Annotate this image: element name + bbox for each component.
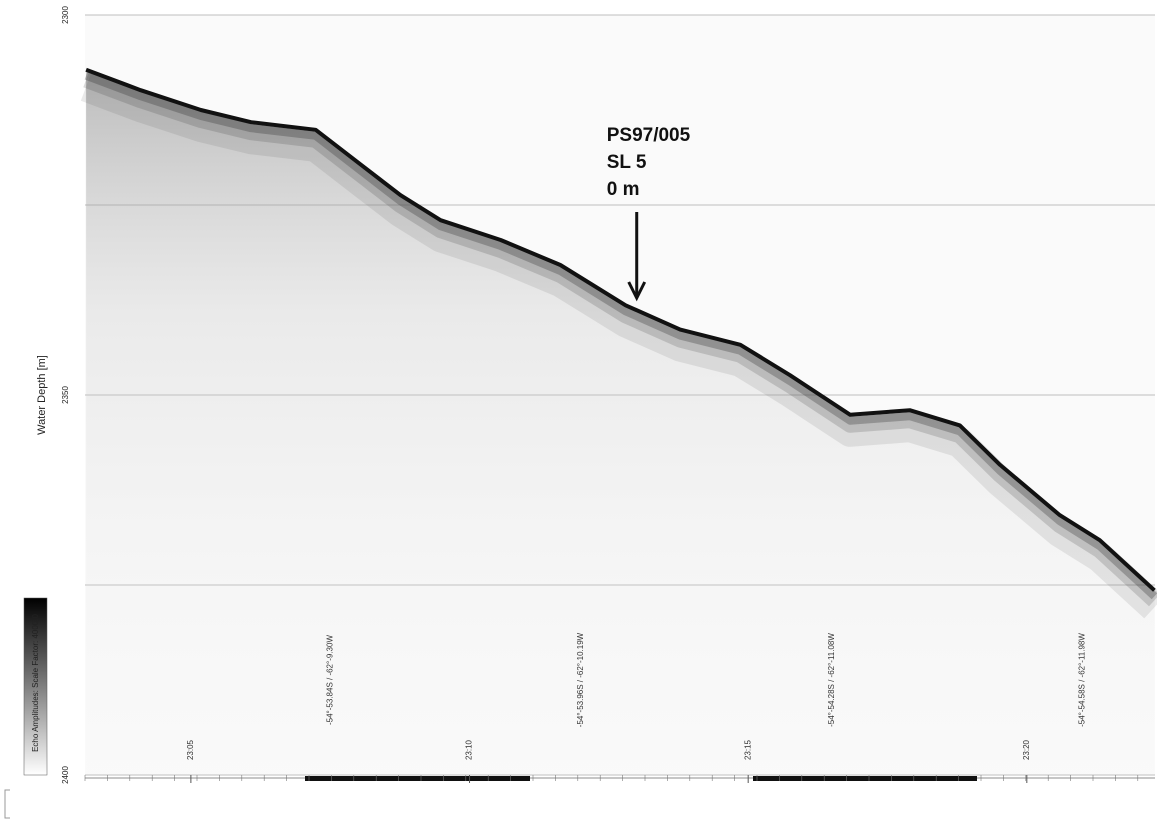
colorbar [23, 597, 48, 776]
y-tick-label: 2400 [61, 766, 70, 784]
echo-layer [84, 71, 1157, 600]
seafloor-line [85, 67, 1156, 592]
scale-bar [305, 776, 530, 781]
subbottom-echo [86, 69, 1155, 775]
scale-bar [753, 776, 977, 781]
echo-layer [80, 72, 1157, 619]
arrow-head [627, 281, 647, 302]
annotation-text: PS97/005 [607, 125, 691, 146]
colorbar-label: Echo Amplitudes: Scale Factor: 4000.0 [31, 614, 40, 752]
y-axis-label: Water Depth [m] [36, 355, 48, 435]
annotation-text: 0 m [607, 179, 640, 200]
y-tick-label: 2300 [61, 6, 70, 24]
y-tick-label: 2350 [61, 386, 70, 404]
echo-layer [83, 72, 1157, 607]
bracket [4, 789, 10, 819]
annotation-text: SL 5 [607, 152, 647, 173]
